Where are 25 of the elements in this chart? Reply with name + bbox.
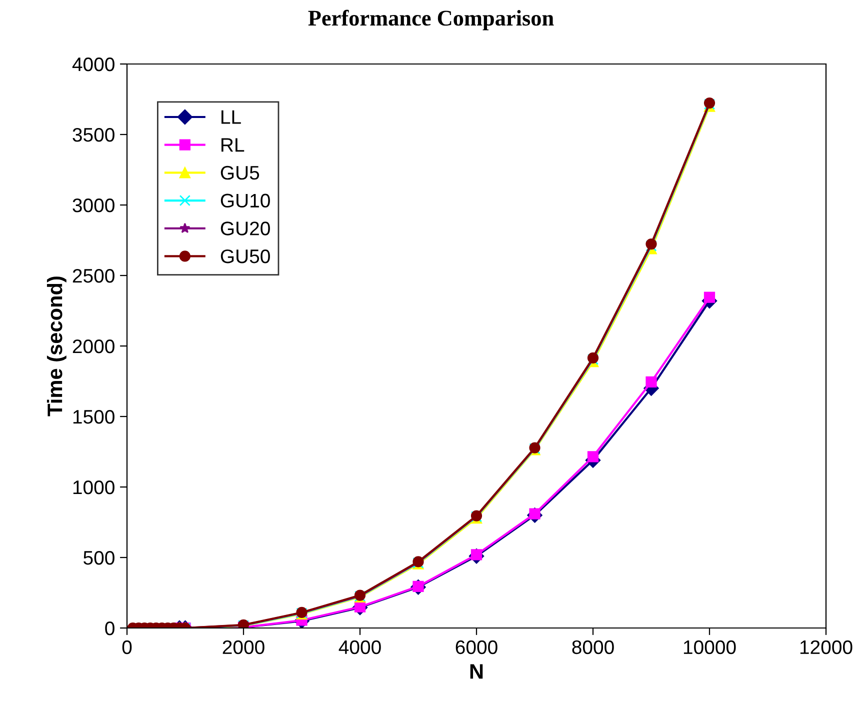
y-tick-label: 500 [84,550,114,565]
chart-title: Performance Comparison [308,10,554,30]
legend-label: LL [222,110,241,124]
legend-label: GU50 [220,249,270,264]
y-tick-label: 3500 [72,128,114,142]
x-axis-title: N [470,664,483,679]
legend-label: GU5 [220,166,260,180]
x-tick-label: 12000 [800,640,852,654]
y-tick-label: 4000 [72,57,114,72]
x-tick-label: 2000 [222,640,264,654]
y-tick-label: 1000 [73,480,114,494]
x-tick-label: 10000 [684,640,736,654]
legend-label: GU20 [220,222,270,236]
legend-label: GU10 [220,194,270,208]
x-tick-label: 4000 [338,640,381,654]
y-tick-label: 3000 [72,198,114,212]
y-axis-title: Time (second) [46,276,66,416]
legend-label: RL [222,138,244,152]
y-tick-label: 0 [105,621,114,636]
x-tick-label: 0 [122,640,132,654]
y-tick-label: 2000 [72,339,114,354]
x-tick-label: 6000 [456,640,498,654]
y-tick-label: 2500 [72,268,114,283]
y-tick-label: 1500 [73,410,114,424]
x-tick-label: 8000 [572,640,614,654]
